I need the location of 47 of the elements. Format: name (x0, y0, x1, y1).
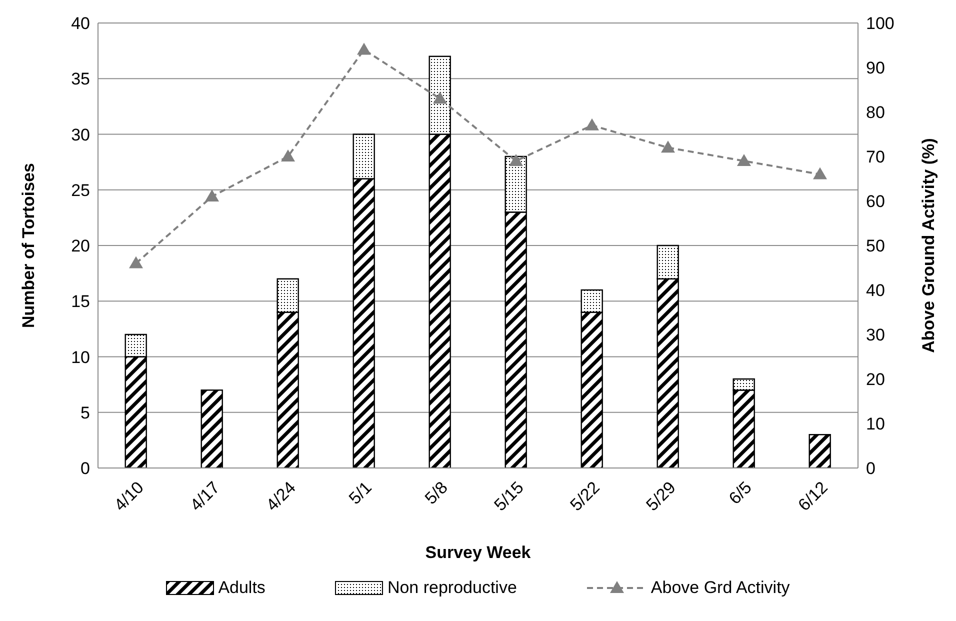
x-tick-label: 4/24 (262, 478, 300, 515)
x-tick-label: 5/22 (566, 478, 604, 515)
y-tick-label: 30 (71, 125, 90, 144)
y-tick-label: 35 (71, 70, 90, 89)
y2-axis-title: Above Ground Activity (%) (919, 138, 938, 353)
y-tick-label: 5 (80, 403, 90, 422)
point (509, 154, 523, 166)
point (433, 92, 447, 104)
y2-tick-label: 30 (866, 326, 885, 345)
x-axis-title: Survey Week (425, 543, 532, 562)
legend-label: Above Grd Activity (650, 578, 790, 598)
x-tick-label: 4/10 (110, 478, 148, 515)
point (737, 154, 751, 166)
y2-tick-label: 40 (866, 281, 885, 300)
legend-label: Non reproductive (387, 578, 517, 598)
x-tick-label: 5/29 (642, 478, 680, 515)
x-tick-label: 5/1 (345, 478, 376, 508)
y2-tick-label: 90 (866, 58, 885, 78)
y-axis-title: Number of Tortoises (19, 163, 38, 328)
x-tick-label: 6/12 (794, 478, 832, 515)
x-tick-label: 6/5 (725, 478, 756, 508)
legend-label: Adults (218, 578, 266, 598)
y-tick-label: 25 (71, 180, 90, 200)
y-tick-label: 0 (80, 459, 90, 478)
y2-tick-label: 70 (866, 148, 885, 167)
y2-tick-label: 20 (866, 370, 885, 390)
y-tick-label: 20 (71, 236, 90, 256)
y2-tick-label: 0 (866, 459, 876, 478)
y2-tick-label: 10 (866, 414, 885, 434)
point (281, 150, 295, 162)
point (585, 118, 599, 130)
point (813, 167, 827, 180)
y-tick-label: 10 (71, 348, 90, 367)
y2-tick-label: 60 (866, 192, 885, 212)
x-tick-label: 5/8 (421, 478, 452, 508)
bar (200, 390, 223, 468)
y2-tick-label: 50 (866, 236, 885, 256)
bar (808, 434, 831, 468)
point (661, 140, 675, 153)
x-tick-label: 4/17 (186, 478, 224, 515)
y-tick-label: 15 (71, 292, 90, 312)
point (205, 190, 219, 202)
point (357, 42, 371, 55)
y2-tick-label: 80 (866, 103, 885, 122)
point (129, 256, 143, 268)
y-tick-label: 40 (71, 14, 90, 34)
y2-tick-label: 100 (866, 14, 894, 34)
